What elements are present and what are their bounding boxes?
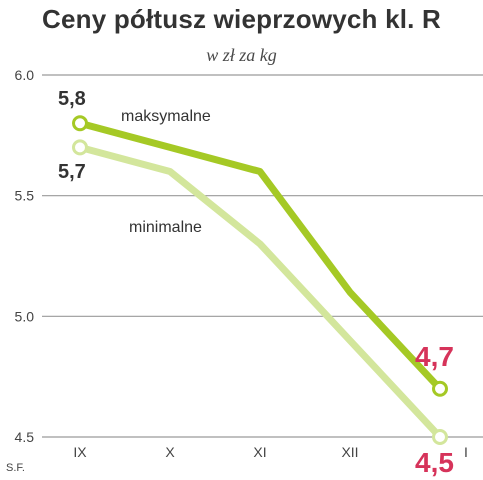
x-axis-ticks: IX X XI XII I [73,444,468,460]
data-labels: maksymalne minimalne 5,8 5,7 4,7 4,5 [58,88,454,478]
y-tick-label: 5.5 [15,188,35,204]
data-point-marker [432,429,448,445]
series-line-minimalne [76,143,444,441]
x-tick-label: XII [341,444,358,460]
x-tick-label: XI [253,444,266,460]
y-tick-label: 6.0 [15,67,35,83]
data-point-marker [72,115,88,132]
series-label-minimalne: minimalne [129,219,202,236]
source-credit: S.F. [6,462,25,474]
series-line-maksymalne [76,119,444,393]
data-point-marker [432,380,448,397]
x-tick-label: IX [73,444,87,460]
data-label-start-min: 5,7 [58,161,86,183]
series-lines [76,119,444,441]
y-tick-label: 5.0 [15,308,35,324]
data-label-start-max: 5,8 [58,88,86,110]
x-tick-label: I [464,444,468,460]
y-tick-label: 4.5 [15,429,35,445]
data-label-end-min: 4,5 [415,447,454,478]
grid-lines [42,74,483,438]
series-markers [72,115,448,445]
chart-subtitle: w zł za kg [206,45,277,65]
data-point-marker [72,139,88,156]
y-axis-ticks: 6.0 5.5 5.0 4.5 [15,67,35,445]
x-tick-label: X [165,444,175,460]
chart-title: Ceny półtusz wieprzowych kl. R [42,4,441,34]
data-label-end-max: 4,7 [415,341,454,372]
series-label-maksymalne: maksymalne [121,108,211,125]
